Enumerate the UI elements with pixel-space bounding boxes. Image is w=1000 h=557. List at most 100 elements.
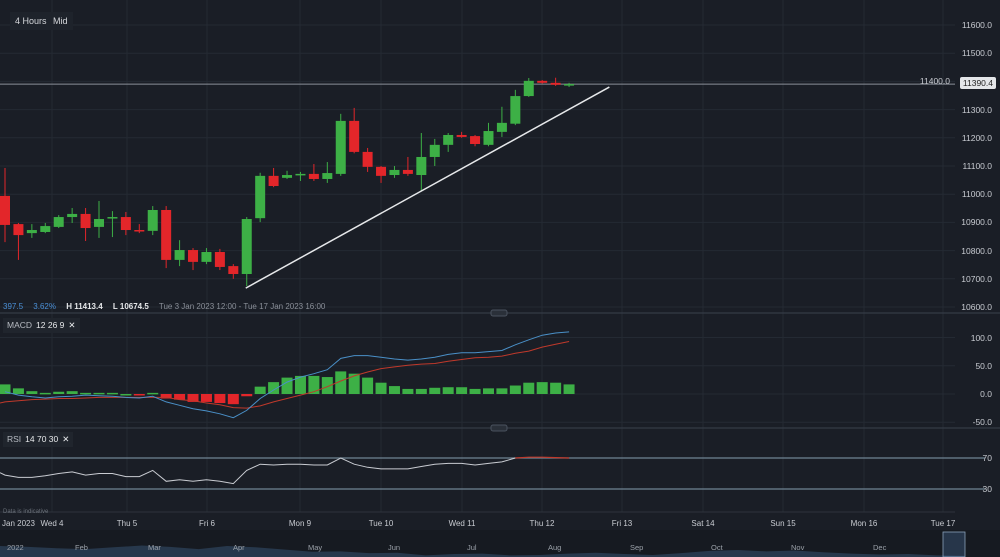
macd-histogram-bar [429,387,441,394]
candle [13,222,24,260]
candle [308,164,319,181]
navigator-month-label: Dec [873,543,887,552]
macd-histogram-bar [415,388,427,394]
time-tick-label: Sun 15 [770,519,796,528]
interval-button[interactable]: 4 Hours [10,12,52,30]
price-tick-label: 10900.0 [961,217,992,228]
macd-histogram-bar [469,388,481,394]
candle-body [147,209,158,231]
candle [26,224,37,238]
candle [161,206,172,269]
candle-body [282,175,293,178]
navigator-window [942,531,966,557]
candle-body [429,144,440,157]
candle-body [470,136,481,145]
macd-params: 12 26 9 [36,320,65,330]
candle [0,167,10,243]
time-tick-label: Tue 17 [930,519,956,528]
time-tick-label: Mon 9 [288,519,312,528]
candle-body [174,250,185,260]
macd-histogram-bar [308,375,320,394]
price-tick-label: 11400.0 [919,76,950,87]
candle-body [537,80,548,83]
macd-histogram-bar [563,384,575,394]
price-tick-label: 11600.0 [961,20,992,30]
price-tick-label: 11100.0 [962,161,992,171]
candle [510,89,521,126]
navigator-month-label: Apr [233,543,245,552]
navigator-area [0,545,965,557]
macd-histogram-bar [523,382,535,394]
price-tick-label: 10800.0 [961,245,992,256]
rsi-panel [0,456,985,490]
navigator-month-label: Jul [467,543,477,552]
candle-body [80,213,91,229]
time-tick-label: Mon 16 [850,519,878,528]
macd-line [4,331,570,419]
candle [429,138,440,166]
rsi-line [0,457,516,485]
macd-histogram-bar [133,394,145,396]
macd-histogram-bar [227,394,239,405]
candle [147,206,158,236]
candle [241,217,252,287]
candle [362,147,373,172]
navigator-month-label: Feb [75,543,88,552]
macd-histogram-bar [335,371,347,394]
candle [94,200,105,238]
candle [40,222,51,234]
candle [228,264,239,279]
price-type-button[interactable]: Mid [48,12,73,30]
candle [443,133,454,152]
macd-tick-label: -50.0 [972,417,992,428]
price-legend: 397.5 3.62% H 11413.4 L 10674.5 Tue 3 Ja… [3,302,333,311]
macd-histogram-bar [147,392,159,395]
candle-body [564,84,575,86]
panel-resize-handle [490,309,508,317]
candle [282,170,293,179]
macd-histogram-bar [294,375,306,394]
macd-histogram-bar [509,385,521,394]
candle [214,248,225,271]
candle-body [214,252,225,267]
candle-body [120,217,131,231]
macd-histogram-bar [268,382,280,394]
rsi-remove-icon[interactable]: ✕ [62,434,70,444]
candle [416,133,427,191]
candle-body [295,173,306,176]
candle [80,208,91,242]
date-range: Tue 3 Jan 2023 12:00 - Tue 17 Jan 2023 1… [158,302,326,311]
candle-body [228,266,239,275]
candle [483,122,494,147]
time-tick-label: Wed 4 [40,519,64,528]
rsi-overbought-line [515,456,570,459]
macd-histogram-bar [321,377,333,394]
rsi-params: 14 70 30 [25,434,59,444]
candle [564,82,575,88]
candle [470,134,481,147]
time-tick-label: Thu 12 [529,519,555,528]
candle [537,79,548,84]
candle-body [335,120,346,174]
macd-histogram-bar [93,392,105,395]
price-tick-label: 11300.0 [961,104,992,115]
rsi-tick-label: 70 [982,453,992,463]
candle-body [241,219,252,275]
macd-histogram-bar [482,388,494,394]
macd-histogram-bar [26,391,38,394]
candle [295,171,306,181]
candle-body [107,217,118,219]
candle-body [268,175,279,187]
navigator-month-label: 2022 [7,543,24,552]
macd-remove-icon[interactable]: ✕ [68,320,76,330]
candle [376,166,387,183]
candle [107,211,118,238]
candle [496,106,507,137]
navigator-month-label: Nov [791,543,805,552]
candles [0,77,610,289]
candle-body [510,96,521,124]
macd-histogram-bar [174,394,186,400]
macd-histogram-bar [388,386,400,394]
macd-histogram-bar [496,388,508,394]
